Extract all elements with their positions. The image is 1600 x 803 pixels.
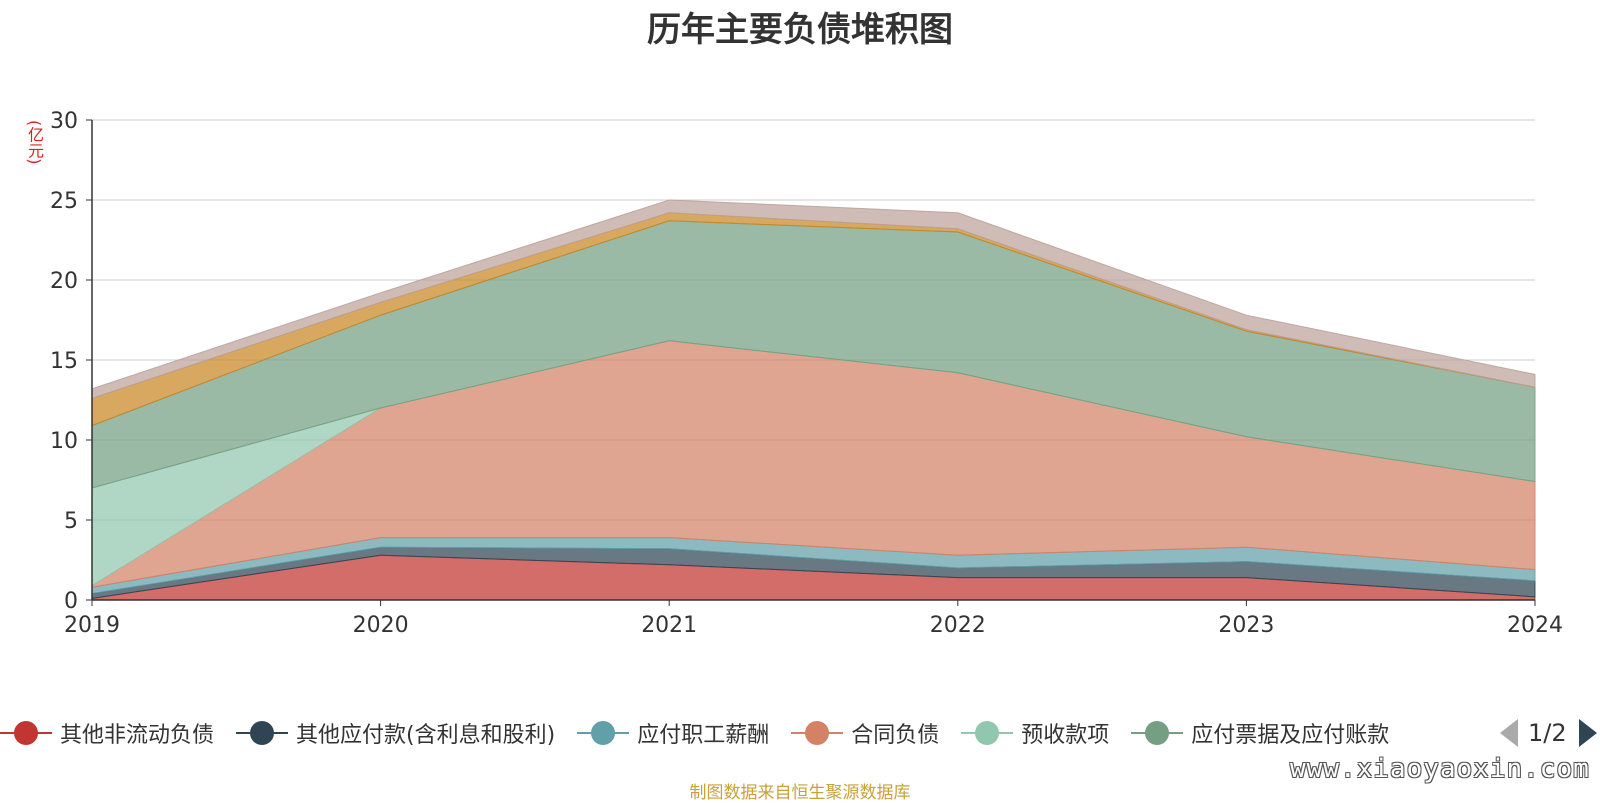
legend-label: 应付职工薪酬 [637,723,770,748]
legend-label: 其他非流动负债 [60,723,215,748]
legend-pager: 1/2 [1500,716,1597,750]
x-tick-label: 2024 [1507,613,1563,638]
y-tick-label: 10 [50,429,78,454]
legend-page-indicator: 1/2 [1528,719,1567,747]
legend-marker-icon [236,721,289,745]
legend-label: 其他应付款(含利息和股利) [296,723,556,748]
y-tick-label: 5 [64,509,78,534]
area-series-7 [91,199,1536,400]
x-tick-label: 2023 [1218,613,1274,638]
watermark: www.xiaoyaoxin.com [1290,754,1590,784]
legend-next-page-icon[interactable] [1578,719,1597,747]
x-tick-label: 2019 [64,613,120,638]
y-tick-label: 20 [50,269,78,294]
y-tick-label: 25 [50,189,78,214]
chart-legend: 其他非流动负债 其他应付款(含利息和股利) 应付职工薪酬 合同负债 预收款项 应付票据及应… [0,716,1411,750]
legend-marker-icon [1131,721,1184,745]
y-axis-unit-label: (亿元) [25,120,44,165]
legend-item[interactable]: 合同负债 [791,717,939,749]
legend-item[interactable]: 应付职工薪酬 [577,717,769,749]
x-tick-label: 2020 [353,613,409,638]
legend-item[interactable]: 其他非流动负债 [0,717,214,749]
legend-item[interactable]: 预收款项 [961,717,1109,749]
legend-marker-icon [961,721,1014,745]
legend-label: 预收款项 [1021,723,1110,748]
y-tick-label: 15 [50,349,78,374]
y-tick-label: 0 [64,589,78,614]
x-tick-label: 2022 [930,613,986,638]
legend-label: 合同负债 [851,723,940,748]
legend-marker-icon [0,721,52,745]
legend-marker-icon [791,721,844,745]
legend-label: 应付票据及应付账款 [1191,723,1390,748]
legend-prev-page-icon[interactable] [1500,719,1518,747]
x-tick-label: 2021 [641,613,697,638]
legend-item[interactable]: 应付票据及应付账款 [1131,717,1389,749]
legend-item[interactable]: 其他应付款(含利息和股利) [236,717,555,749]
y-tick-label: 30 [50,109,78,134]
legend-marker-icon [577,721,630,745]
chart-title: 历年主要负债堆积图 [647,10,953,50]
source-note: 制图数据来自恒生聚源数据库 [689,783,911,803]
